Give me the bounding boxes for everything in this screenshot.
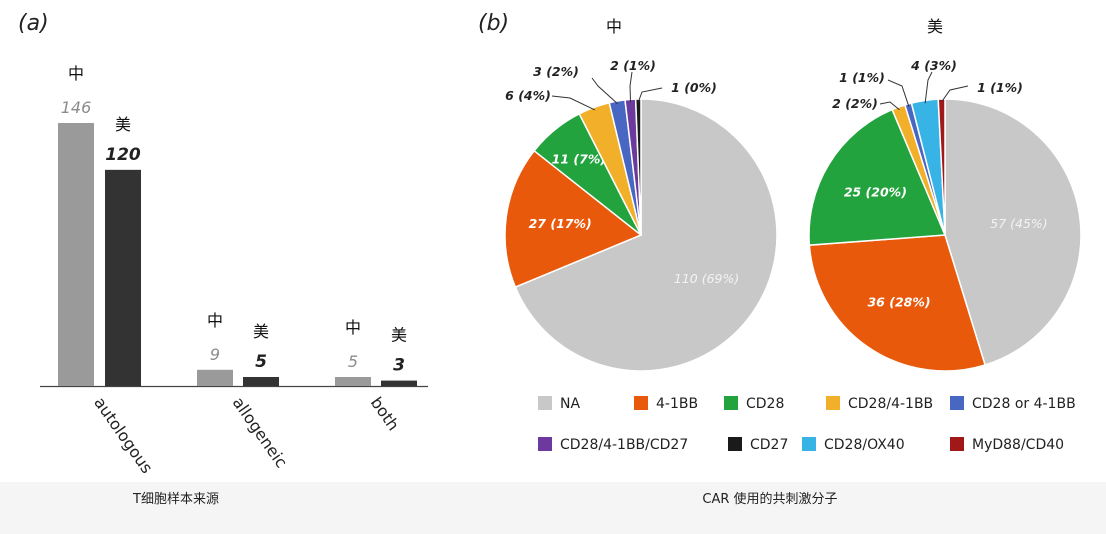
leader-line [887, 79, 910, 107]
slice-label-cd28-4-1bb-cd27: 2 (1%) [610, 58, 656, 73]
slice-label-na: 57 (45%) [990, 216, 1047, 231]
pie-slice-cd27 [634, 98, 642, 236]
bar-us-both [381, 380, 417, 386]
legend-swatch-4-1bb [634, 396, 648, 410]
pie-title-pie-us: 美 [927, 17, 943, 36]
value-label-us-autologous: 120 [105, 145, 141, 165]
value-label-us-both: 3 [393, 356, 405, 376]
pie-chart-china: 中 110 (69%) 27 (17%) 11 (7%) 6 (4%) 3 (2%) 2 (… [504, 17, 778, 372]
legend-swatch-cd28-ox40 [802, 437, 816, 451]
bar-china-both [335, 376, 371, 386]
legend-label-cd27: CD27 [750, 437, 788, 453]
legend-label-cd28-4-1bb: CD28/4-1BB [848, 396, 933, 412]
slice-label-cd28-or-4-1bb: 3 (2%) [533, 64, 579, 79]
legend-swatch-na [538, 396, 552, 410]
legend-label-cd28-4-1bb-cd27: CD28/4-1BB/CD27 [560, 437, 688, 453]
legend-swatch-myd88-cd40 [950, 437, 964, 451]
legend-swatch-cd28 [724, 396, 738, 410]
value-label-china-allogeneic: 9 [210, 345, 220, 364]
pie-slice-4-1bb [504, 149, 643, 289]
legend-label-na: NA [560, 396, 580, 412]
slice-label-cd28: 11 (7%) [552, 151, 606, 166]
pie-slice-na [514, 98, 778, 372]
bar-us-allogeneic [243, 376, 279, 386]
slice-label-cd28-4-1bb: 6 (4%) [505, 88, 551, 103]
slice-label-cd28-4-1bb: 2 (2%) [832, 96, 878, 111]
pie-slice-na [944, 98, 1082, 366]
series-label-us-autologous: 美 [115, 115, 131, 134]
legend-label-myd88-cd40: MyD88/CD40 [972, 437, 1064, 453]
slice-label-4-1bb: 27 (17%) [529, 216, 592, 231]
panel-a-label: (a) [18, 11, 49, 36]
legend-label-cd28-ox40: CD28/OX40 [824, 437, 905, 453]
leader-line [591, 77, 618, 105]
category-label-autologous: autologous [90, 393, 156, 477]
series-label-us-both: 美 [391, 326, 407, 345]
value-label-china-both: 5 [348, 352, 358, 371]
series-label-china-allogeneic: 中 [207, 311, 223, 330]
slice-label-cd28-ox40: 4 (3%) [910, 58, 957, 73]
category-label-allogeneic: allogeneic [229, 393, 291, 471]
slice-label-cd28-or-4-1bb: 1 (1%) [839, 70, 885, 85]
leader-line [637, 87, 663, 102]
legend-swatch-cd28-or-4-1bb [950, 396, 964, 410]
leader-line [629, 71, 633, 103]
leader-line [941, 85, 969, 103]
panel-b-label: (b) [478, 11, 509, 36]
caption-a: T细胞样本来源 [132, 492, 219, 507]
legend-label-cd28: CD28 [746, 396, 784, 412]
pie-title-pie-cn: 中 [606, 17, 622, 36]
bar-china-autologous [58, 123, 94, 386]
bar-us-autologous [105, 169, 141, 386]
slice-label-myd88-cd40: 1 (1%) [977, 80, 1023, 95]
series-label-us-allogeneic: 美 [253, 322, 269, 341]
caption-b: CAR 使用的共刺激分子 [702, 491, 837, 507]
legend: NA 4-1BB CD28 CD28/4-1BB CD28 or 4-1BB CD28/4… [538, 396, 1076, 453]
legend-label-cd28-or-4-1bb: CD28 or 4-1BB [972, 396, 1076, 412]
leader-line [551, 95, 596, 111]
category-label-both: both [367, 393, 403, 434]
series-label-china-both: 中 [345, 318, 361, 337]
slice-label-cd28: 25 (20%) [844, 184, 907, 199]
slice-label-cd27: 1 (0%) [671, 80, 717, 95]
series-label-china-autologous: 中 [68, 64, 84, 83]
legend-swatch-cd28-4-1bb [826, 396, 840, 410]
legend-swatch-cd27 [728, 437, 742, 451]
leader-line [924, 71, 933, 104]
slice-label-na: 110 (69%) [674, 271, 739, 286]
legend-swatch-cd28-4-1bb-cd27 [538, 437, 552, 451]
value-label-us-allogeneic: 5 [255, 352, 267, 372]
pie-slice-myd88-cd40 [937, 98, 946, 236]
slice-label-4-1bb: 36 (28%) [867, 294, 930, 309]
caption-band [0, 482, 1106, 534]
pie-slice-cd28 [808, 108, 947, 246]
legend-label-4-1bb: 4-1BB [656, 396, 698, 412]
bar-china-allogeneic [197, 369, 233, 386]
pie-slice-4-1bb [808, 234, 987, 372]
value-label-china-autologous: 146 [61, 98, 92, 117]
pie-chart-us: 美 57 (45%) 36 (28%) 25 (20%) 2 (2%) 1 (1%) 4 (… [808, 17, 1082, 372]
leader-line [879, 101, 900, 111]
